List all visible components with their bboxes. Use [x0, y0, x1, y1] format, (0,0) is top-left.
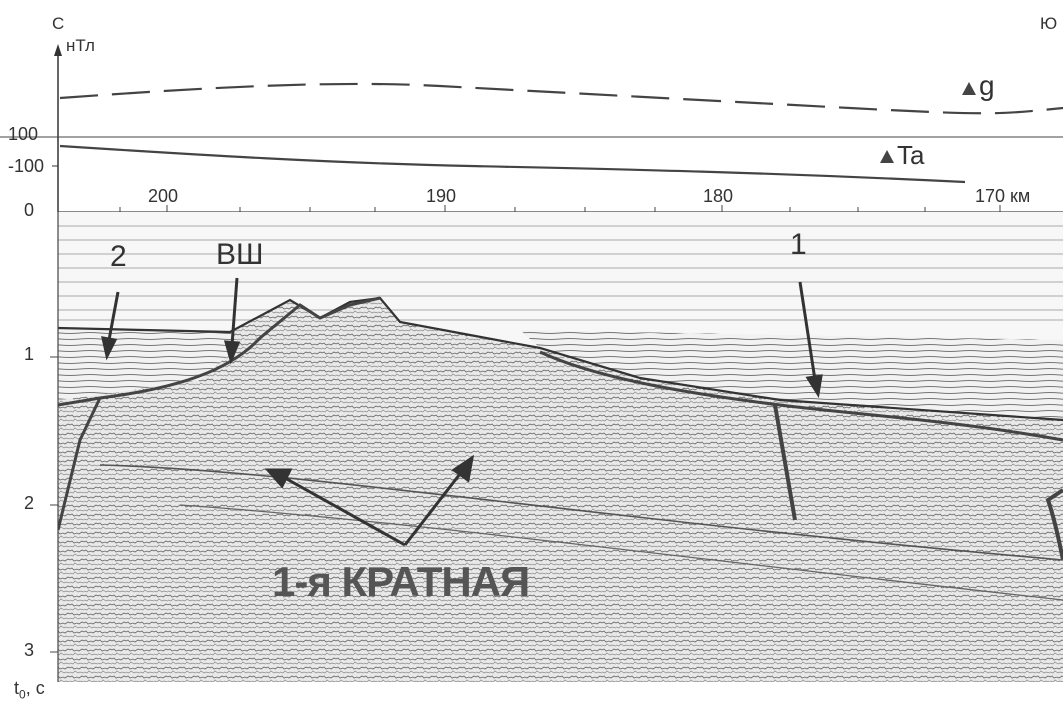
gravity-anomaly-curve: [59, 82, 1063, 115]
arrow-vsh-head: [223, 340, 241, 365]
arrow-1-head: [805, 374, 823, 399]
distance-tick-200: 200: [148, 186, 179, 206]
time-tick-1: 1: [24, 344, 35, 364]
time-axis-label: t0, с: [14, 678, 45, 702]
north-label: С: [52, 14, 65, 33]
arrow-multiple-left: [284, 476, 406, 547]
label-vsh: ВШ: [216, 238, 264, 271]
delta-ta-triangle-icon: [880, 150, 894, 163]
south-label: Ю: [1040, 14, 1058, 33]
field-tick-minus100-label: -100: [8, 156, 45, 176]
arrow-2-head: [101, 336, 118, 361]
magnetic-anomaly-curve: [59, 144, 966, 184]
time-ticks: [50, 356, 58, 653]
distance-tick-170: 170 км: [975, 186, 1031, 206]
field-tick-100-label: 100: [8, 124, 39, 144]
delta-ta-label: Ta: [897, 140, 925, 170]
arrow-multiple-right: [403, 469, 465, 546]
arrow-2: [107, 291, 120, 341]
arrow-1: [798, 281, 817, 381]
arrow-multiple-right-head: [451, 454, 475, 483]
field-unit-label: нТл: [66, 36, 95, 55]
seismic-section: [58, 212, 1063, 682]
distance-tick-180: 180: [703, 186, 734, 206]
label-1: 1: [790, 228, 807, 261]
time-tick-3: 3: [24, 640, 35, 660]
label-2: 2: [110, 240, 127, 273]
time-tick-2: 2: [24, 493, 35, 513]
field-axis-arrow: [54, 44, 62, 56]
arrow-multiple-left-head: [264, 468, 293, 489]
distance-ticks: [119, 205, 1001, 212]
multiple-reflection-label: 1-я КРАТНАЯ: [272, 558, 530, 605]
delta-g-label: g: [979, 70, 995, 101]
distance-tick-190: 190: [426, 186, 457, 206]
arrow-vsh: [230, 277, 239, 346]
field-tick-0-label: 0: [24, 200, 35, 220]
delta-g-triangle-icon: [962, 82, 976, 95]
